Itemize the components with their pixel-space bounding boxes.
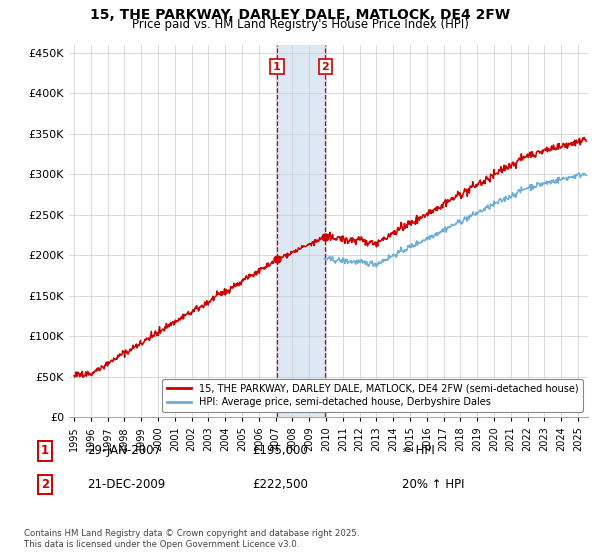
Text: 1: 1 [273, 62, 281, 72]
Text: £195,000: £195,000 [252, 444, 308, 458]
Text: Price paid vs. HM Land Registry's House Price Index (HPI): Price paid vs. HM Land Registry's House … [131, 18, 469, 31]
Text: Contains HM Land Registry data © Crown copyright and database right 2025.
This d: Contains HM Land Registry data © Crown c… [24, 529, 359, 549]
Text: 2: 2 [322, 62, 329, 72]
Text: ≈ HPI: ≈ HPI [402, 444, 435, 458]
Text: 2: 2 [41, 478, 49, 491]
Text: £222,500: £222,500 [252, 478, 308, 491]
Text: 1: 1 [41, 444, 49, 458]
Text: 29-JAN-2007: 29-JAN-2007 [87, 444, 161, 458]
Text: 21-DEC-2009: 21-DEC-2009 [87, 478, 165, 491]
Text: 20% ↑ HPI: 20% ↑ HPI [402, 478, 464, 491]
Bar [277, 45, 325, 417]
Text: 15, THE PARKWAY, DARLEY DALE, MATLOCK, DE4 2FW: 15, THE PARKWAY, DARLEY DALE, MATLOCK, D… [90, 8, 510, 22]
Legend: 15, THE PARKWAY, DARLEY DALE, MATLOCK, DE4 2FW (semi-detached house), HPI: Avera: 15, THE PARKWAY, DARLEY DALE, MATLOCK, D… [162, 379, 583, 412]
